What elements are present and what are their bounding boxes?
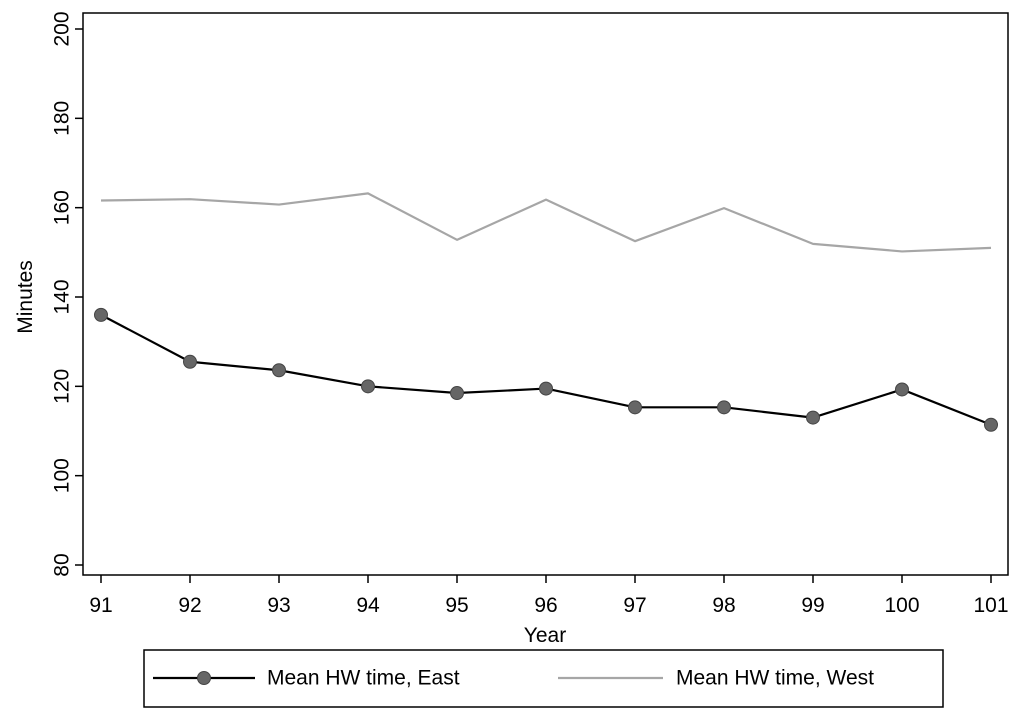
x-tick-label: 93 bbox=[267, 594, 290, 617]
legend-label-east: Mean HW time, East bbox=[267, 667, 460, 690]
legend-box bbox=[143, 649, 944, 708]
x-tick-label: 96 bbox=[534, 594, 557, 617]
plot-frame bbox=[82, 12, 1009, 576]
data-point bbox=[361, 379, 375, 394]
x-tick-label: 95 bbox=[445, 594, 468, 617]
x-tick-label: 101 bbox=[973, 594, 1008, 617]
data-point bbox=[717, 400, 731, 415]
x-tick-label: 98 bbox=[712, 594, 735, 617]
y-axis-title: Minutes bbox=[14, 260, 37, 334]
x-tick-label: 97 bbox=[623, 594, 646, 617]
y-tick-label: 120 bbox=[51, 369, 74, 404]
data-point bbox=[450, 386, 464, 401]
y-axis: 80 100 120 140 160 180 200 bbox=[51, 11, 83, 577]
data-point bbox=[94, 307, 108, 322]
data-point bbox=[628, 400, 642, 415]
data-point bbox=[984, 417, 998, 432]
data-point bbox=[895, 382, 909, 397]
legend: Mean HW time, East Mean HW time, West bbox=[143, 649, 944, 708]
data-point bbox=[539, 381, 553, 396]
x-tick-label: 91 bbox=[89, 594, 112, 617]
y-tick-label: 160 bbox=[51, 190, 74, 225]
legend-label-west: Mean HW time, West bbox=[676, 667, 874, 690]
x-tick-label: 99 bbox=[801, 594, 824, 617]
series-line-west bbox=[100, 192, 992, 253]
x-axis-title: Year bbox=[524, 624, 566, 647]
x-axis: 91 92 93 94 95 96 97 98 99 100 101 bbox=[89, 575, 1009, 617]
legend-items: Mean HW time, East Mean HW time, West bbox=[153, 667, 874, 690]
data-point bbox=[272, 363, 286, 378]
legend-marker-east bbox=[197, 671, 211, 685]
y-tick-label: 140 bbox=[51, 279, 74, 314]
series-layer bbox=[94, 192, 998, 432]
x-tick-label: 100 bbox=[884, 594, 919, 617]
y-tick-label: 80 bbox=[51, 553, 74, 576]
data-point bbox=[183, 354, 197, 369]
x-tick-label: 94 bbox=[356, 594, 380, 617]
y-tick-label: 100 bbox=[51, 458, 74, 493]
x-tick-label: 92 bbox=[178, 594, 201, 617]
y-tick-label: 200 bbox=[51, 11, 74, 46]
data-point bbox=[806, 410, 820, 425]
y-tick-label: 180 bbox=[51, 101, 74, 136]
